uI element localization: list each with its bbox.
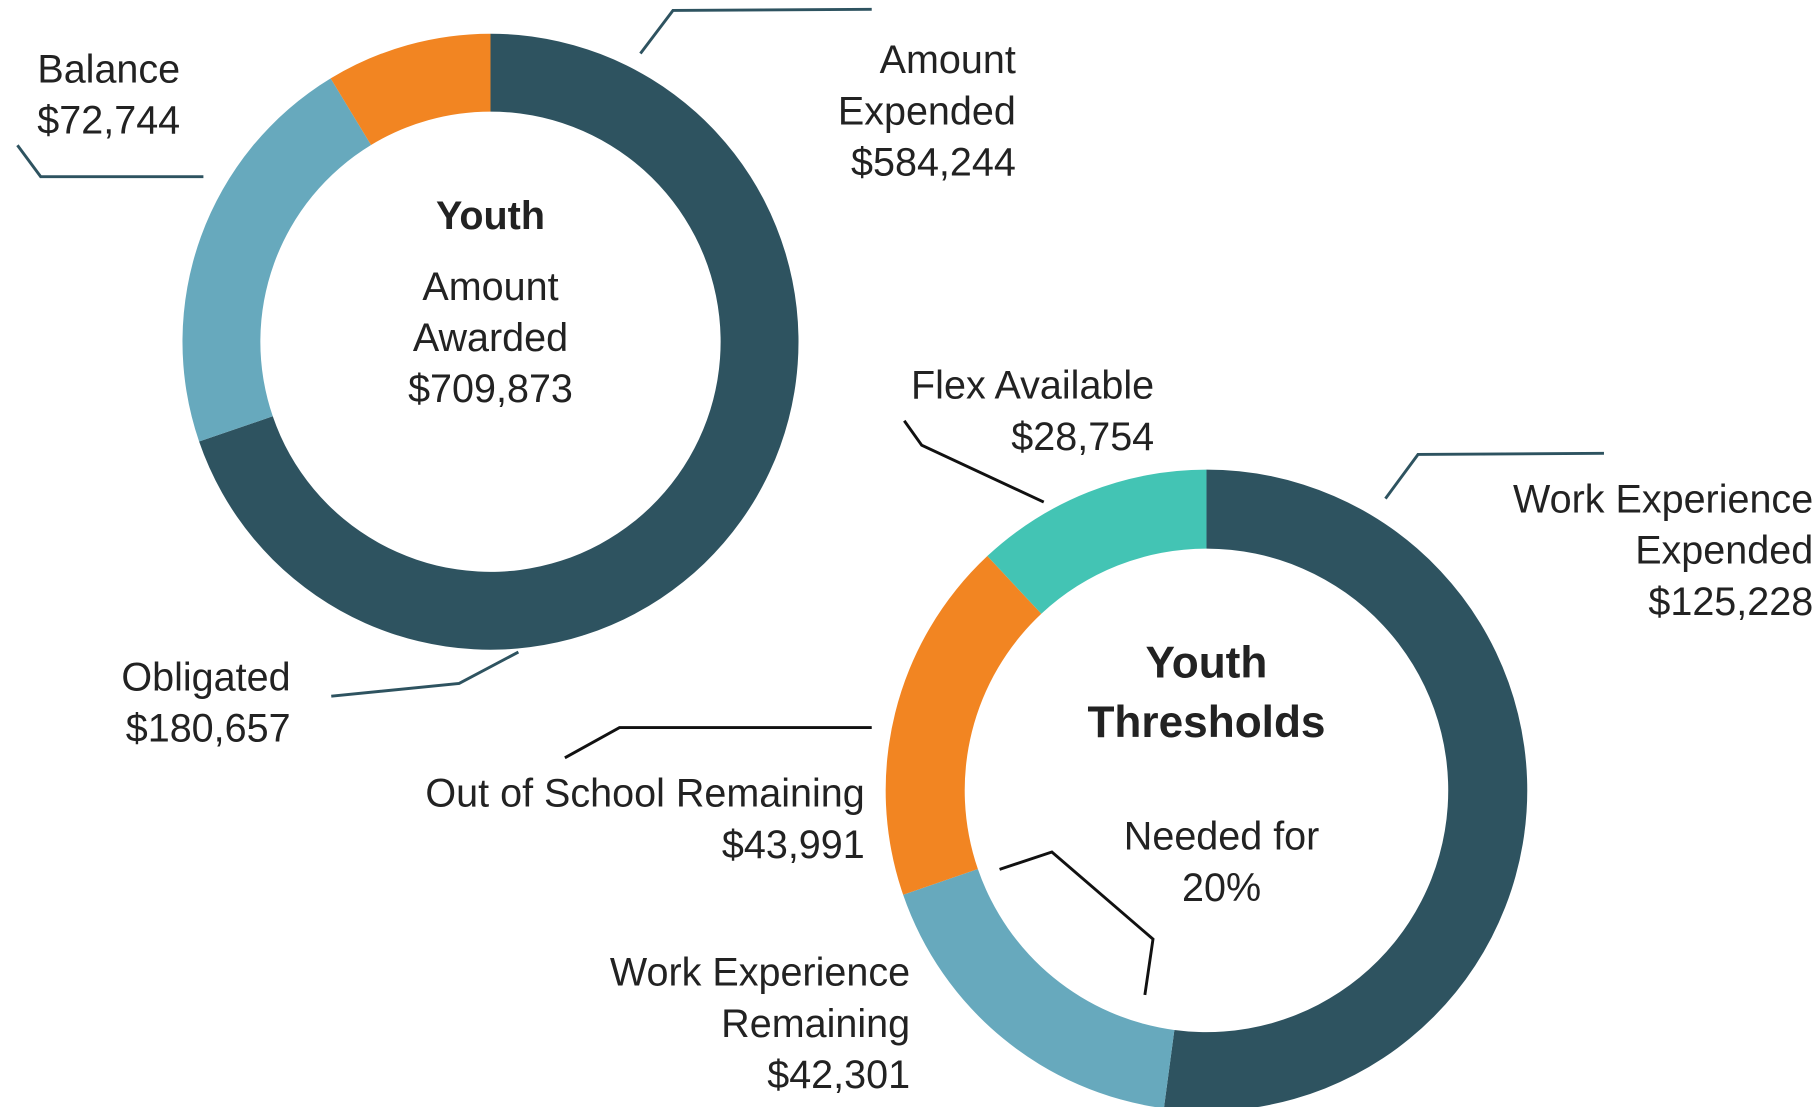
slice-name: Work Experience Expended (1513, 477, 1814, 574)
slice-name: Amount Expended (837, 38, 1016, 134)
slice-label: Out of School Remaining $43,991 (307, 768, 865, 870)
slice-name: Obligated (121, 655, 291, 700)
donut-slice (987, 469, 1207, 614)
center-subtitle: Needed for 20% (1123, 814, 1320, 911)
donut-slice (330, 33, 491, 145)
slice-name: Work Experience Remaining (609, 950, 911, 1047)
slice-label: Balance $72,744 (0, 44, 180, 146)
leader-line (999, 850, 1155, 996)
center-subtitle: Amount Awarded $709,873 (408, 265, 573, 412)
slice-value: $584,244 (851, 140, 1016, 185)
leader-line (564, 726, 872, 760)
leader-line (1384, 451, 1604, 500)
leader-line (16, 144, 204, 179)
slice-value: $72,744 (37, 98, 181, 143)
donut-slice (182, 78, 372, 442)
center-title: Youth (435, 194, 545, 239)
center-title: Youth Thresholds (1087, 639, 1326, 748)
leader-lines (564, 419, 1155, 996)
donut-slice (885, 556, 1042, 895)
leader-line (639, 7, 872, 55)
leader-lines (16, 7, 1604, 698)
slice-name: Out of School Remaining (425, 771, 865, 816)
leader-line (331, 650, 520, 698)
slice-value: $28,754 (1011, 414, 1155, 460)
leader-line (903, 419, 1045, 504)
slice-label: Work Experience Remaining $42,301 (527, 947, 911, 1100)
slice-label: Obligated $180,657 (35, 652, 291, 754)
slice-label: Work Experience Expended $125,228 (1430, 474, 1814, 627)
slice-label: Amount Expended $584,244 (783, 35, 1016, 188)
donut-slice (903, 869, 1175, 1107)
slice-name: Flex Available (911, 363, 1155, 408)
slice-name: Balance (37, 47, 181, 92)
slice-value: $43,991 (721, 822, 865, 868)
donut-slice (1164, 469, 1528, 1107)
slice-value: $180,657 (125, 706, 291, 751)
slice-value: $125,228 (1648, 579, 1814, 625)
slice-label: Flex Available $28,754 (829, 360, 1154, 462)
slice-value: $42,301 (767, 1053, 911, 1098)
